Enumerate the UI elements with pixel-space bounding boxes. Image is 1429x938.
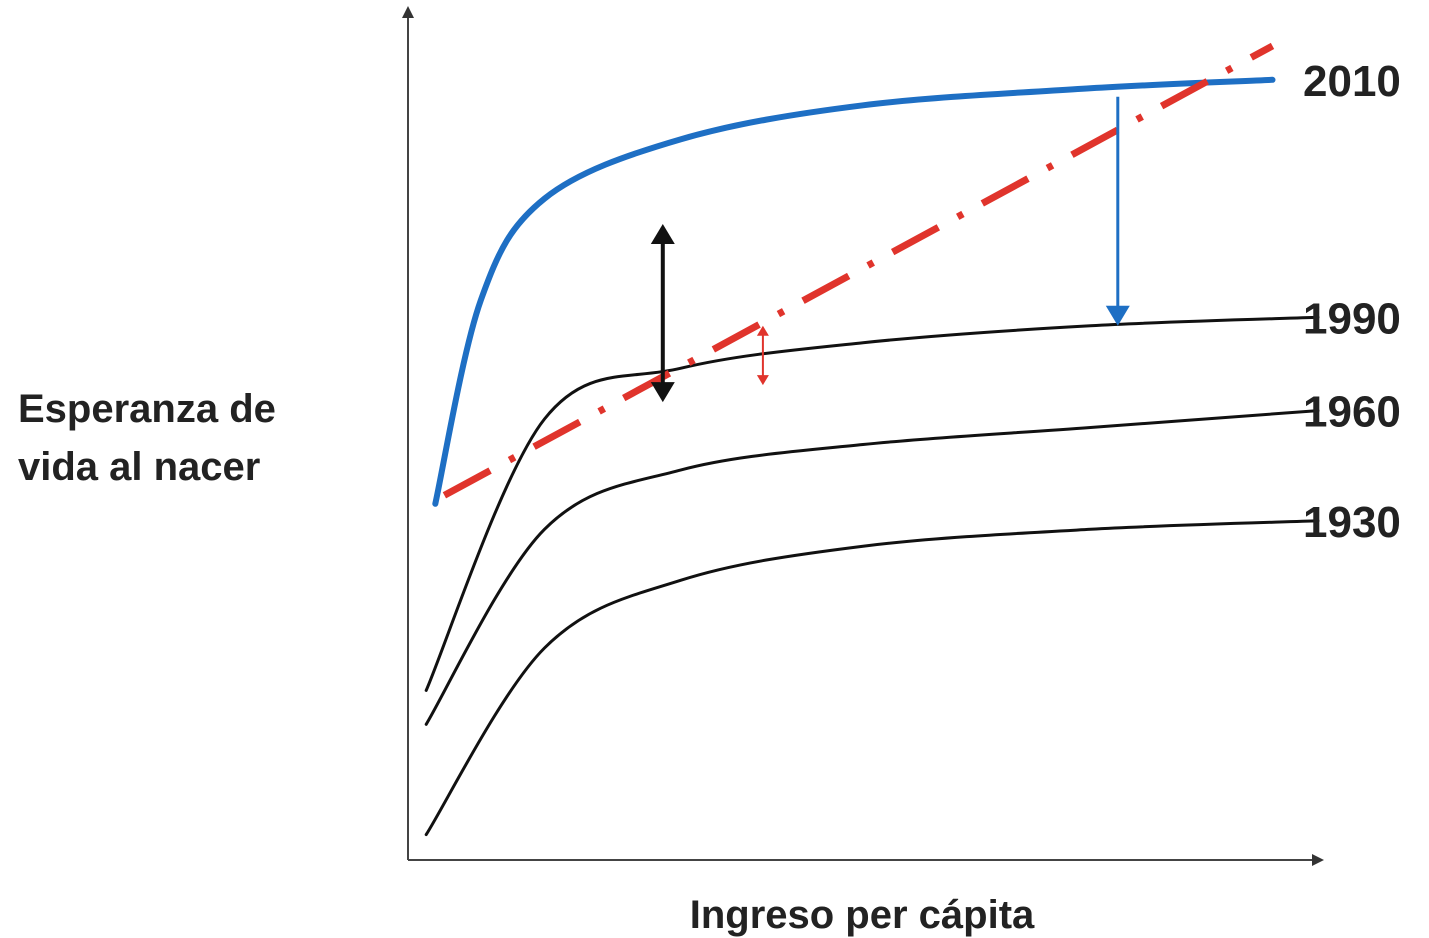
- axes: [402, 6, 1324, 866]
- series-label-1990: 1990: [1303, 294, 1401, 343]
- y-axis-label-line-1: Esperanza de: [18, 387, 276, 431]
- double-arrow-1: [756, 325, 769, 386]
- series-label-1930: 1930: [1303, 498, 1401, 547]
- y-axis-label-line-2: vida al nacer: [18, 445, 260, 489]
- double-arrow-0: [650, 224, 675, 403]
- series-label-1960: 1960: [1303, 388, 1401, 437]
- series-layer: [424, 42, 1320, 837]
- arrow-down-2: [1105, 96, 1130, 326]
- series-line-1990: [424, 315, 1320, 692]
- series-line-1960: [424, 409, 1320, 726]
- labels: Esperanza de vida al nacer Ingreso per c…: [18, 57, 1401, 937]
- x-axis-label: Ingreso per cápita: [690, 893, 1035, 937]
- series-line-2010: [432, 76, 1276, 507]
- series-line-1930: [424, 519, 1320, 837]
- annotation-layer: [650, 96, 1130, 403]
- trend-line: [442, 42, 1275, 499]
- series-label-2010: 2010: [1303, 57, 1401, 106]
